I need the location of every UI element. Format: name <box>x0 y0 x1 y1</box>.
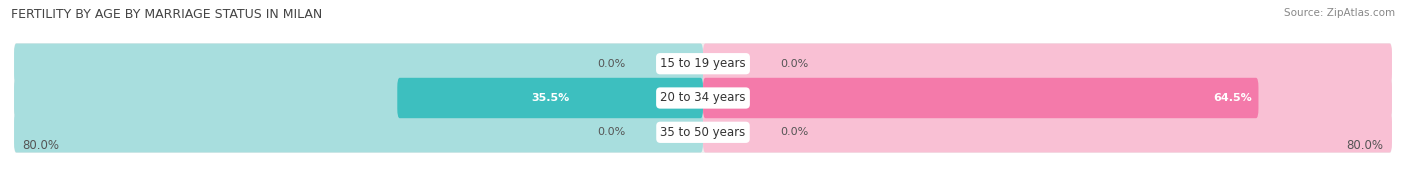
FancyBboxPatch shape <box>14 112 703 152</box>
Text: FERTILITY BY AGE BY MARRIAGE STATUS IN MILAN: FERTILITY BY AGE BY MARRIAGE STATUS IN M… <box>11 8 322 21</box>
Text: 0.0%: 0.0% <box>598 127 626 137</box>
FancyBboxPatch shape <box>703 78 1258 118</box>
Text: 15 to 19 years: 15 to 19 years <box>661 57 745 70</box>
Legend: Married, Unmarried: Married, Unmarried <box>617 192 789 196</box>
Text: 80.0%: 80.0% <box>1347 139 1384 152</box>
FancyBboxPatch shape <box>14 44 703 84</box>
Text: 20 to 34 years: 20 to 34 years <box>661 92 745 104</box>
FancyBboxPatch shape <box>14 43 1392 85</box>
Text: Source: ZipAtlas.com: Source: ZipAtlas.com <box>1284 8 1395 18</box>
Text: 64.5%: 64.5% <box>1213 93 1251 103</box>
FancyBboxPatch shape <box>398 78 703 118</box>
FancyBboxPatch shape <box>14 77 1392 119</box>
FancyBboxPatch shape <box>703 78 1392 118</box>
Text: 35 to 50 years: 35 to 50 years <box>661 126 745 139</box>
Text: 0.0%: 0.0% <box>780 59 808 69</box>
Text: 80.0%: 80.0% <box>22 139 59 152</box>
FancyBboxPatch shape <box>703 112 1392 152</box>
FancyBboxPatch shape <box>14 78 703 118</box>
Text: 0.0%: 0.0% <box>598 59 626 69</box>
FancyBboxPatch shape <box>703 44 1392 84</box>
FancyBboxPatch shape <box>14 111 1392 153</box>
Text: 35.5%: 35.5% <box>531 93 569 103</box>
Text: 0.0%: 0.0% <box>780 127 808 137</box>
